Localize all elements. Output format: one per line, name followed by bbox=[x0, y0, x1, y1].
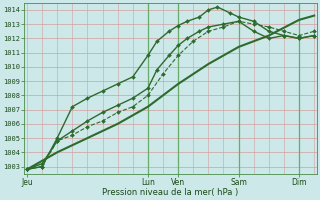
X-axis label: Pression niveau de la mer( hPa ): Pression niveau de la mer( hPa ) bbox=[102, 188, 239, 197]
